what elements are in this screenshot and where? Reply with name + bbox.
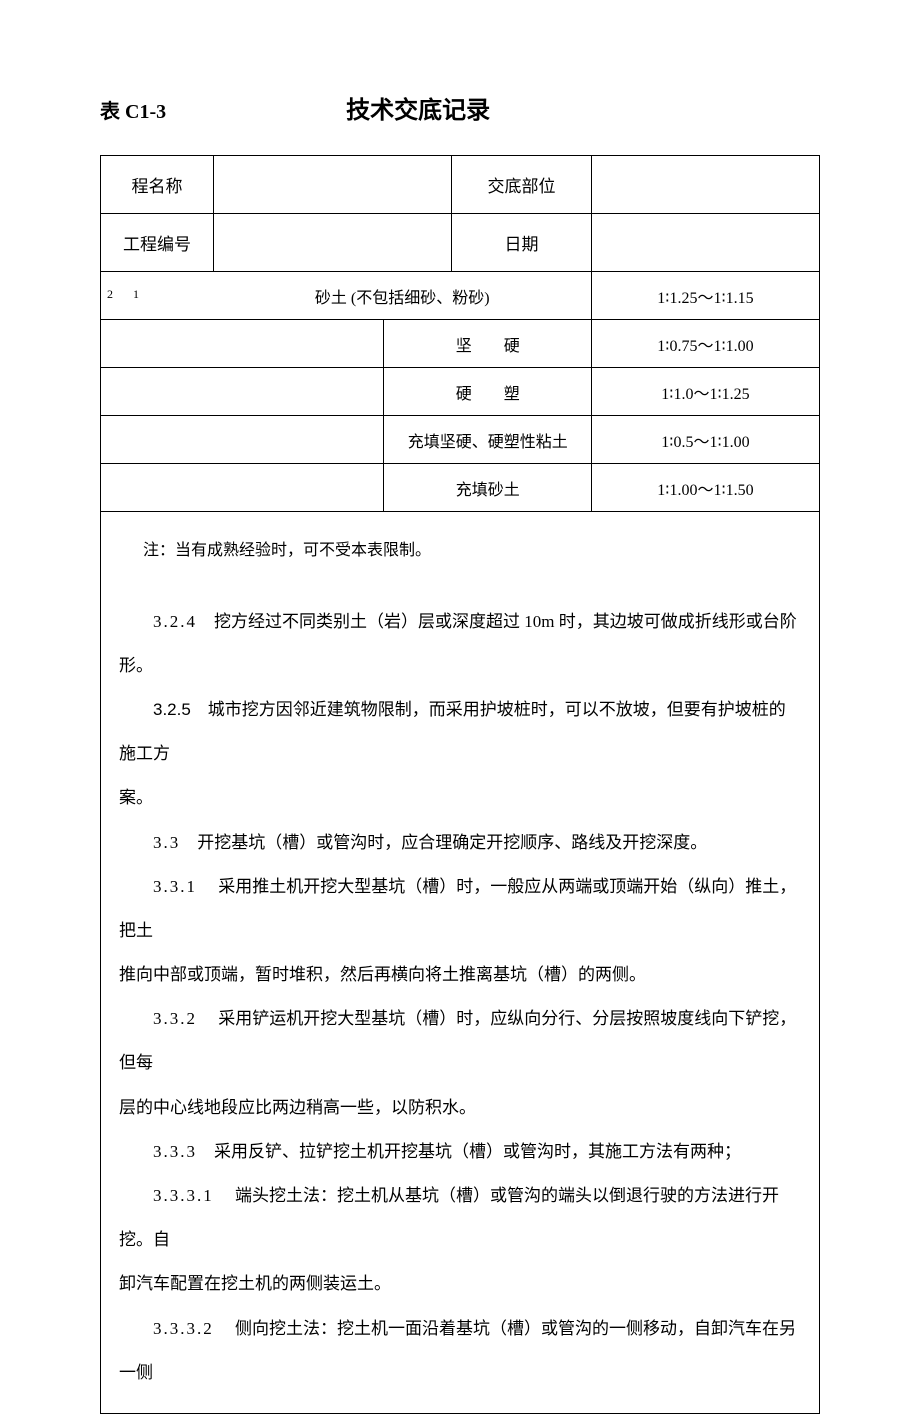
label-date: 日期	[451, 214, 591, 271]
para-3-3-1-tail: 推向中部或顶端，暂时堆积，然后再横向将土推离基坑（槽）的两侧。	[119, 953, 801, 997]
content-row: 注：当有成熟经验时，可不受本表限制。 3.2.4 挖方经过不同类别土（岩）层或深…	[101, 512, 820, 1414]
ratio-cell: 1∶1.00～1∶1.50	[591, 464, 819, 512]
para-3-3-2-tail: 层的中心线地段应比两边稍高一些，以防积水。	[119, 1086, 801, 1130]
data-row-1: 2 1 砂土 (不包括细砂、粉砂) 1∶1.25～1∶1.15	[101, 272, 820, 320]
info-row-1: 程名称 交底部位	[101, 156, 820, 214]
empty-cell	[213, 320, 384, 368]
data-row-2: 坚 硬 1∶0.75～1∶1.00	[101, 320, 820, 368]
material-cell: 砂土 (不包括细砂、粉砂)	[213, 272, 591, 320]
material-cell: 坚 硬	[384, 320, 591, 368]
para-3-3: 3.3 开挖基坑（槽）或管沟时，应合理确定开挖顺序、路线及开挖深度。	[119, 821, 801, 865]
value-date	[591, 214, 819, 272]
label-project-no: 工程编号	[101, 214, 214, 272]
para-3-3-2: 3.3.2 采用铲运机开挖大型基坑（槽）时，应纵向分行、分层按照坡度线向下铲挖，…	[119, 997, 801, 1085]
material-cell: 充填坚硬、硬塑性粘土	[384, 416, 591, 464]
empty-cell	[213, 368, 384, 416]
empty-cell	[101, 416, 214, 464]
ratio-cell: 1∶1.25～1∶1.15	[591, 272, 819, 320]
main-table: 程名称 交底部位 工程编号 日期 2 1 砂土 (不包括细砂、粉砂) 1∶1.2…	[100, 155, 820, 1414]
value-location	[591, 156, 819, 214]
para-3-2-4: 3.2.4 挖方经过不同类别土（岩）层或深度超过 10m 时，其边坡可做成折线形…	[119, 600, 801, 688]
label-project-name: 程名称	[101, 156, 214, 214]
empty-cell	[213, 464, 384, 512]
table-code: 表 C1-3	[100, 95, 166, 124]
data-row-5: 充填砂土 1∶1.00～1∶1.50	[101, 464, 820, 512]
empty-cell	[101, 464, 214, 512]
value-project-name: 交底部位	[213, 156, 591, 214]
para-3-2-5-tail: 案。	[119, 776, 801, 820]
data-row-3: 硬 塑 1∶1.0～1∶1.25	[101, 368, 820, 416]
para-3-2-5: 3.2.5 城市挖方因邻近建筑物限制，而采用护坡桩时，可以不放坡，但要有护坡桩的…	[119, 688, 801, 776]
empty-cell	[101, 368, 214, 416]
document-title: 技术交底记录	[346, 90, 490, 125]
para-3-3-1: 3.3.1 采用推土机开挖大型基坑（槽）时，一般应从两端或顶端开始（纵向）推土，…	[119, 865, 801, 953]
para-3-3-3-1-tail: 卸汽车配置在挖土机的两侧装运土。	[119, 1262, 801, 1306]
para-3-3-3-2: 3.3.3.2 侧向挖土法：挖土机一面沿着基坑（槽）或管沟的一侧移动，自卸汽车在…	[119, 1307, 801, 1395]
para-3-3-3: 3.3.3 采用反铲、拉铲挖土机开挖基坑（槽）或管沟时，其施工方法有两种；	[119, 1130, 801, 1174]
data-row-4: 充填坚硬、硬塑性粘土 1∶0.5～1∶1.00	[101, 416, 820, 464]
empty-cell	[213, 416, 384, 464]
ratio-cell: 1∶1.0～1∶1.25	[591, 368, 819, 416]
empty-cell	[101, 320, 214, 368]
info-row-2: 工程编号 日期	[101, 214, 820, 272]
seq-cell: 2 1	[101, 272, 214, 320]
value-project-no: 日期	[213, 214, 591, 272]
para-3-3-3-1: 3.3.3.1 端头挖土法：挖土机从基坑（槽）或管沟的端头以倒退行驶的方法进行开…	[119, 1174, 801, 1262]
label-location: 交底部位	[451, 156, 591, 213]
material-cell: 充填砂土	[384, 464, 591, 512]
ratio-cell: 1∶0.75～1∶1.00	[591, 320, 819, 368]
material-cell: 硬 塑	[384, 368, 591, 416]
ratio-cell: 1∶0.5～1∶1.00	[591, 416, 819, 464]
table-note: 注：当有成熟经验时，可不受本表限制。	[143, 530, 801, 572]
document-header: 表 C1-3 技术交底记录	[100, 90, 820, 125]
content-cell: 注：当有成熟经验时，可不受本表限制。 3.2.4 挖方经过不同类别土（岩）层或深…	[101, 512, 820, 1414]
